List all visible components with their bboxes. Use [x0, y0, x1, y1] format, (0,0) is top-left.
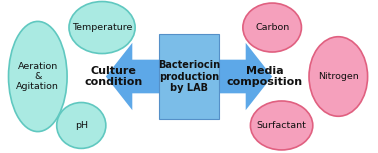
- Ellipse shape: [309, 37, 367, 116]
- Text: Bacteriocin
production
by LAB: Bacteriocin production by LAB: [158, 60, 220, 93]
- Text: Media
composition: Media composition: [226, 66, 303, 87]
- Text: Carbon: Carbon: [255, 23, 289, 32]
- Polygon shape: [106, 43, 272, 110]
- Text: Temperature: Temperature: [72, 23, 132, 32]
- Text: Culture
condition: Culture condition: [84, 66, 143, 87]
- Ellipse shape: [250, 101, 313, 150]
- Text: pH: pH: [75, 121, 88, 130]
- FancyBboxPatch shape: [159, 34, 219, 119]
- Ellipse shape: [69, 2, 135, 54]
- Ellipse shape: [57, 103, 106, 148]
- Text: Nitrogen: Nitrogen: [318, 72, 359, 81]
- Text: Surfactant: Surfactant: [257, 121, 307, 130]
- Ellipse shape: [243, 3, 301, 52]
- Text: Aeration
&
Agitation: Aeration & Agitation: [16, 62, 59, 91]
- Ellipse shape: [9, 21, 67, 132]
